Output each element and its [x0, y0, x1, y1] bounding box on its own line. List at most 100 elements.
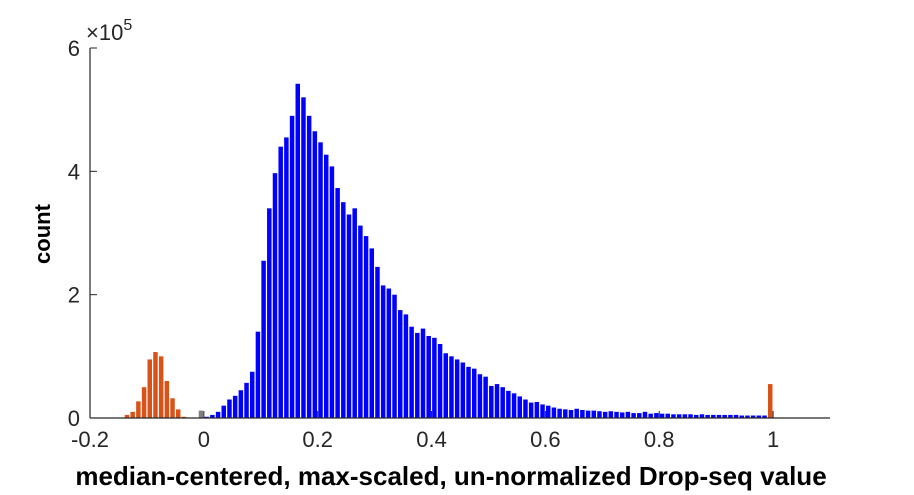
histogram-bar — [619, 412, 625, 418]
histogram-bar — [523, 399, 528, 418]
histogram-bar — [335, 187, 340, 418]
histogram-bar — [602, 411, 608, 418]
histogram-bar — [608, 411, 614, 418]
histogram-bar — [346, 214, 352, 418]
x-tick-label: 0.6 — [530, 427, 561, 452]
histogram-bar — [591, 410, 597, 418]
histogram-bar — [511, 393, 517, 418]
histogram-bar — [284, 137, 289, 419]
histogram-bar — [460, 362, 466, 418]
histogram-bar — [728, 414, 733, 418]
histogram-bar — [221, 405, 227, 418]
y-tick-label: 2 — [68, 283, 80, 308]
histogram-bar — [318, 142, 323, 418]
histogram-bar — [705, 414, 710, 418]
histogram-bar — [557, 408, 562, 418]
histogram-bar — [204, 416, 209, 418]
histogram-bar — [637, 413, 642, 418]
x-tick-label: 0.8 — [644, 427, 675, 452]
histogram-bar — [352, 208, 357, 418]
y-tick-label: 0 — [68, 406, 80, 431]
histogram-bar — [278, 146, 283, 419]
histogram-bar — [210, 414, 215, 418]
x-tick-label: 0 — [198, 427, 210, 452]
histogram-bar — [534, 401, 540, 418]
histogram-bar — [124, 414, 130, 418]
histogram-bar — [312, 131, 318, 418]
histogram-bar — [329, 166, 335, 418]
histogram-bar — [494, 384, 500, 418]
histogram-bar — [392, 294, 397, 418]
histogram-bar — [489, 385, 494, 418]
x-axis-title: median-centered, max-scaled, un-normaliz… — [75, 461, 826, 491]
histogram-bar — [563, 409, 568, 418]
histogram-bar — [654, 413, 659, 418]
histogram-bar — [409, 326, 414, 418]
histogram-bar — [540, 404, 545, 418]
histogram-bar — [688, 414, 693, 418]
histogram-bar — [375, 266, 380, 418]
histogram-bar — [369, 248, 375, 418]
histogram-bar — [255, 331, 261, 418]
histogram-bar — [341, 202, 346, 418]
histogram-bar — [762, 415, 767, 418]
histogram-bar — [272, 173, 278, 418]
histogram-bar — [432, 337, 437, 418]
histogram-bar — [528, 402, 534, 418]
histogram-bar — [175, 409, 181, 418]
histogram-bar — [443, 353, 449, 418]
x-tick-label: -0.2 — [71, 427, 109, 452]
histogram-bar — [477, 374, 483, 418]
histogram-bar — [136, 401, 141, 418]
histogram-bar — [249, 371, 255, 418]
histogram-bar — [671, 414, 676, 418]
histogram-bar — [437, 344, 443, 418]
histogram-bar — [306, 115, 312, 418]
histogram-bar — [545, 405, 551, 418]
histogram-bar — [471, 368, 477, 418]
histogram-bar — [506, 390, 511, 418]
histogram-bar — [580, 409, 585, 418]
histogram-bar — [756, 415, 762, 418]
histogram-bar — [659, 413, 665, 418]
histogram-bar — [386, 288, 392, 418]
histogram-bar — [426, 335, 431, 418]
histogram-bar — [141, 387, 147, 418]
histogram-bar — [500, 387, 505, 418]
histogram-bar — [568, 409, 574, 418]
histogram-bar — [665, 413, 671, 418]
y-axis-exponent-label: ×105 — [86, 17, 132, 45]
bars-layer — [124, 83, 773, 419]
x-tick-label: 0.4 — [416, 427, 447, 452]
histogram-bar — [449, 356, 454, 418]
histogram-bar — [551, 407, 557, 418]
histogram-bar — [198, 410, 204, 418]
histogram-bar — [397, 310, 403, 418]
histogram-bar — [631, 413, 636, 418]
histogram-bar — [289, 115, 295, 418]
histogram-bar — [403, 314, 409, 418]
histogram-bar — [454, 359, 460, 418]
histogram-bar — [767, 384, 773, 418]
histogram-bar — [699, 414, 705, 418]
histogram-bar — [164, 381, 170, 418]
histogram-bar — [722, 414, 727, 418]
histogram-bar — [232, 395, 238, 418]
histogram-bar — [130, 411, 135, 418]
histogram-bar — [745, 415, 750, 418]
histogram-bar — [466, 366, 471, 418]
histogram-bar — [517, 396, 523, 418]
histogram-bar — [642, 411, 648, 418]
histogram-bar — [158, 356, 164, 418]
histogram-bar — [358, 225, 363, 418]
histogram-bar — [483, 376, 488, 418]
histogram-bar — [147, 359, 153, 418]
histogram-bar — [676, 414, 682, 418]
histogram-bar — [693, 414, 699, 418]
histogram-bar — [323, 154, 329, 418]
histogram-bar — [227, 399, 232, 418]
x-axis-ticks: -0.2 0 0.2 0.4 0.6 0.8 1 — [71, 411, 779, 452]
histogram-bar — [267, 208, 272, 418]
histogram-bar — [261, 260, 266, 418]
